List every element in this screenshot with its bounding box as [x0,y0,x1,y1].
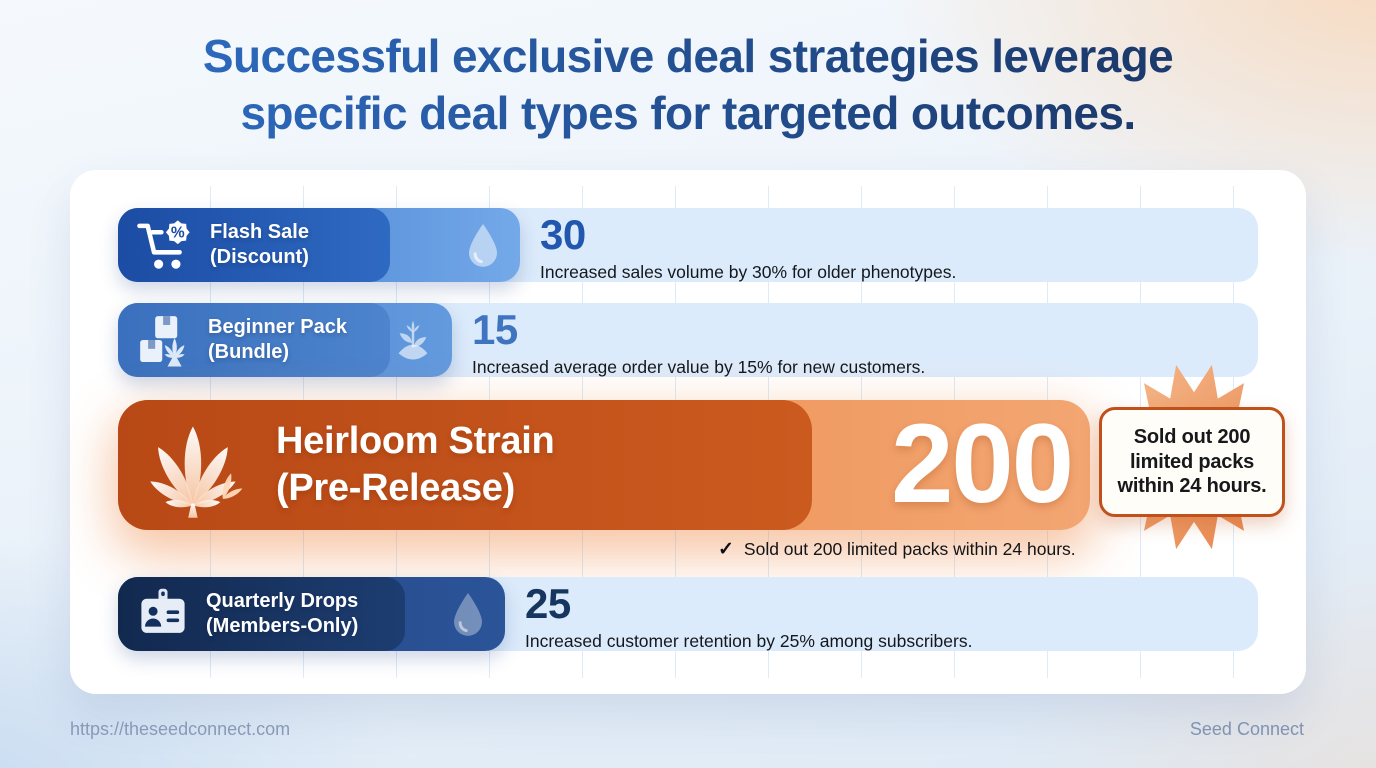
heirloom-note: ✓ Sold out 200 limited packs within 24 ho… [718,538,1076,561]
quarterly-drops-label-pill: Quarterly Drops (Members-Only) [118,577,405,651]
flash-sale-value-block: 30 Increased sales volume by 30% for old… [540,212,956,284]
flash-sale-label: Flash Sale (Discount) [210,220,309,270]
page-title: Successful exclusive deal strategies lev… [0,28,1376,142]
footer-brand: Seed Connect [1189,719,1304,739]
quarterly-drops-description: Increased customer retention by 25% amon… [525,631,973,651]
heirloom-strain-label-line2: (Pre-Release) [276,467,515,509]
page-title-line-1: Successful exclusive deal strategies lev… [0,28,1376,85]
checkmark-icon: ✓ [718,539,734,560]
heirloom-strain-value: 200 [891,401,1074,526]
flash-sale-value: 30 [540,211,586,258]
shopping-cart-percent-icon: % [137,220,190,269]
beginner-pack-label: Beginner Pack (Bundle) [208,315,347,365]
heirloom-strain-label-pill: Heirloom Strain (Pre-Release) [118,400,812,530]
beginner-pack-description: Increased average order value by 15% for… [472,357,926,377]
heirloom-strain-label-line1: Heirloom Strain [276,420,555,462]
svg-text:%: % [171,225,185,242]
sprout-icon [398,320,428,360]
quarterly-drops-label-line2: (Members-Only) [206,615,359,637]
heirloom-callout-line2: limited packs [1129,450,1255,473]
quarterly-drops-label-line1: Quarterly Drops [206,590,359,612]
quarterly-drops-value: 25 [525,580,571,627]
cannabis-leaf-icon [150,426,243,518]
water-drop-icon [469,224,497,267]
bundle-boxes-leaf-icon [140,316,185,367]
water-drop-icon [454,593,482,636]
heirloom-callout-line1: Sold out 200 [1133,426,1251,449]
beginner-pack-label-line2: (Bundle) [208,341,290,363]
heirloom-callout-line3: within 24 hours. [1117,475,1267,498]
flash-sale-label-line1: Flash Sale [210,221,309,243]
heirloom-note-text: Sold out 200 limited packs within 24 hou… [743,539,1076,559]
percent-badge-icon: % [165,220,190,245]
beginner-pack-label-line1: Beginner Pack [208,316,347,338]
flash-sale-label-pill: % Flash Sale (Discount) [118,208,390,282]
flash-sale-description: Increased sales volume by 30% for older … [540,262,957,282]
beginner-pack-value: 15 [472,306,518,353]
heirloom-callout: Sold out 200 limited packs within 24 hou… [1099,407,1285,517]
heirloom-strain-label: Heirloom Strain (Pre-Release) [276,418,555,512]
quarterly-drops-label: Quarterly Drops (Members-Only) [206,589,358,639]
id-card-icon [141,588,185,633]
results-card: % Flash Sale (Discount) 30 Increased sal… [70,170,1306,694]
footer-url: https://theseedconnect.com [70,719,291,739]
page-title-line-2: specific deal types for targeted outcome… [0,85,1376,142]
beginner-pack-value-block: 15 Increased average order value by 15% … [472,307,925,379]
quarterly-drops-value-block: 25 Increased customer retention by 25% a… [525,581,972,653]
beginner-pack-label-pill: Beginner Pack (Bundle) [118,303,390,377]
flash-sale-label-line2: (Discount) [210,246,309,268]
